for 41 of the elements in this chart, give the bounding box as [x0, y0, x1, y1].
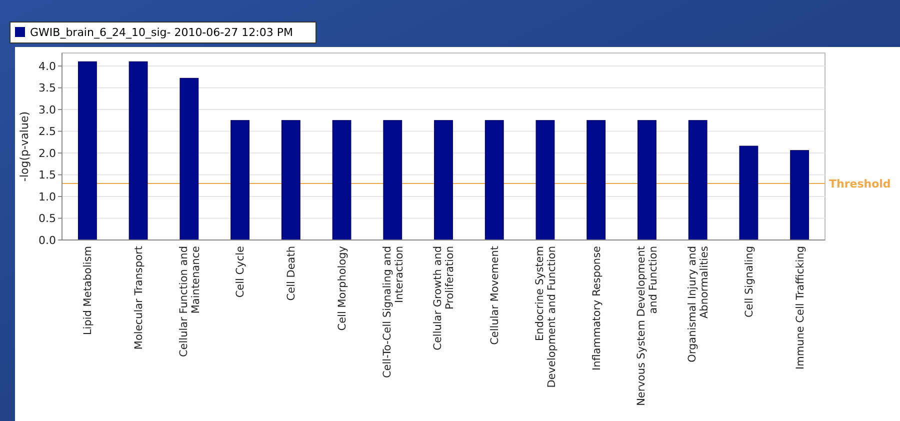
bar	[128, 61, 148, 240]
y-tick-label: 2.5	[38, 125, 56, 138]
x-tick-label: Cell Death	[286, 246, 298, 301]
x-tick-label: Cell Morphology	[336, 246, 348, 331]
bar	[790, 150, 810, 240]
y-tick-label: 3.5	[38, 82, 56, 95]
x-tick-label: Cell-To-Cell Signaling and Interaction	[381, 246, 406, 378]
x-tick-label: Cell Cycle	[234, 246, 247, 298]
bar	[484, 120, 504, 240]
y-tick-label: 1.0	[38, 190, 56, 204]
x-tick-label: Immune Cell Trafficking	[794, 246, 806, 370]
y-tick-label: 0.0	[38, 234, 56, 247]
x-tick-label: Cellular Growth and Proliferation	[432, 246, 456, 350]
x-tick-label: Nervous System Development and Function	[636, 246, 660, 406]
bar	[230, 120, 250, 240]
y-tick-label: 2.0	[38, 146, 56, 160]
bar	[332, 120, 352, 240]
bar	[739, 146, 758, 240]
x-tick-label: Cellular Movement	[489, 246, 502, 345]
bar	[688, 120, 708, 240]
bar	[281, 120, 300, 240]
x-tick-label: Lipid Metabolism	[82, 246, 94, 336]
bar	[638, 120, 656, 240]
ref-line-label: Threshold	[829, 177, 891, 190]
x-tick-label: Cell Signaling	[743, 246, 756, 318]
y-tick-label: 4.0	[38, 60, 56, 73]
bar	[536, 120, 555, 240]
bar	[383, 120, 402, 240]
bar	[586, 120, 606, 240]
x-tick-label: Cellular Function and Maintenance	[178, 246, 202, 358]
bar	[78, 61, 97, 240]
y-tick-label: 3.0	[38, 103, 56, 116]
y-axis-title: -log(p-value)	[18, 111, 31, 182]
x-tick-label: Molecular Transport	[132, 246, 145, 350]
y-tick-label: 0.5	[38, 212, 56, 226]
y-tick-label: 1.5	[38, 168, 56, 182]
legend-label: GWIB_brain_6_24_10_sig- 2010-06-27 12:03 PM	[30, 26, 293, 39]
x-tick-label: Endocrine System Development and Function	[534, 246, 558, 388]
bar	[180, 78, 199, 240]
x-tick-label: Inflammatory Response	[590, 246, 603, 371]
bar	[434, 120, 453, 240]
